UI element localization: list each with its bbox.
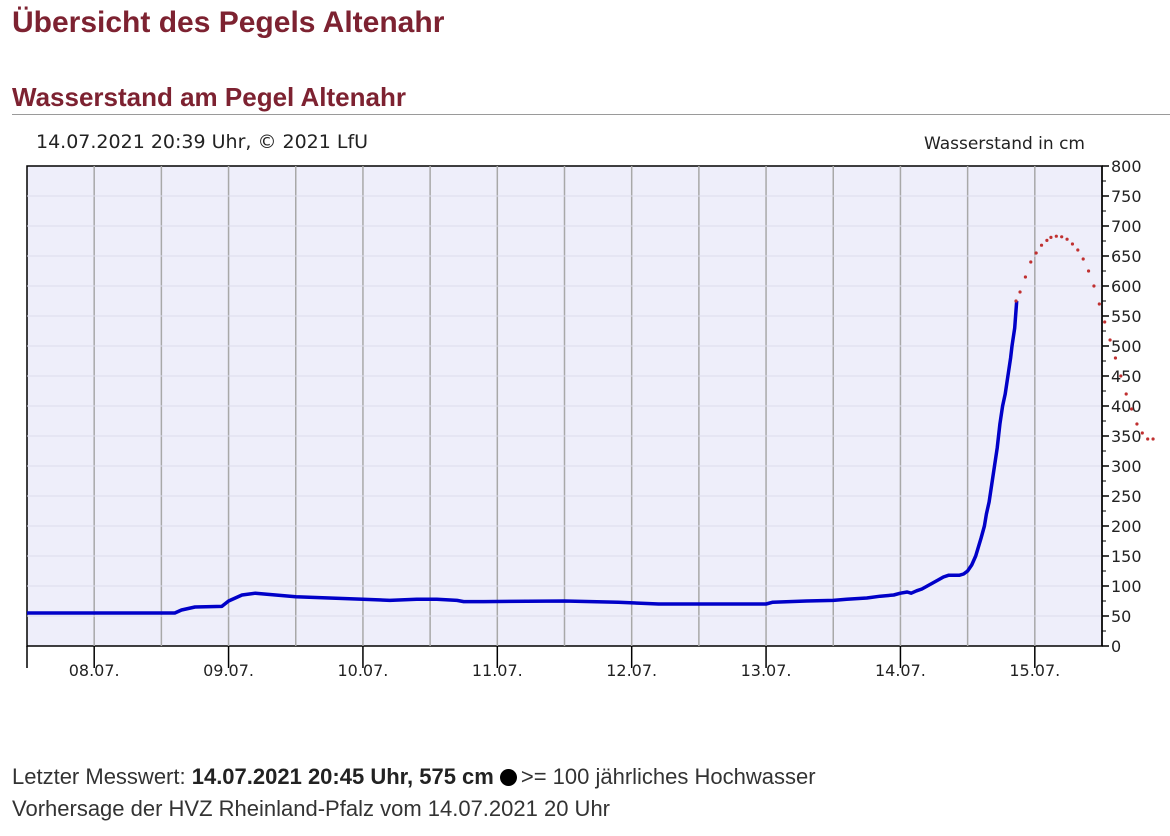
page-title-text: Übersicht des Pegels Altenahr: [12, 6, 445, 39]
forecast-point: [1124, 392, 1128, 396]
forecast-info: Vorhersage der HVZ Rheinland-Pfalz vom 1…: [12, 796, 611, 821]
y-tick-label: 750: [1111, 187, 1142, 206]
y-tick-label: 400: [1111, 397, 1142, 416]
y-tick-label: 500: [1111, 337, 1142, 356]
forecast-point: [1045, 238, 1049, 242]
section-divider: [12, 114, 1170, 115]
x-tick-label: 14.07.: [875, 661, 926, 676]
y-tick-label: 600: [1111, 277, 1142, 296]
y-grid: [27, 195, 1102, 617]
x-tick-label: 09.07.: [203, 661, 254, 676]
forecast-point: [1119, 374, 1123, 378]
y-tick-label: 700: [1111, 217, 1142, 236]
forecast-point: [1135, 422, 1139, 426]
forecast-point: [1076, 248, 1080, 252]
y-ticks: 0 50 100 150 200 250 300 350 400 450 500 550 600 650 7…: [1102, 157, 1142, 656]
forecast-point: [1029, 260, 1033, 264]
y-tick-label: 550: [1111, 307, 1142, 326]
y-tick-label: 650: [1111, 247, 1142, 266]
flood-level-text: >= 100 jährliches Hochwasser: [520, 764, 816, 789]
x-tick-label: 11.07.: [472, 661, 523, 676]
section-title: Wasserstand am Pegel Altenahr: [12, 82, 406, 112]
x-tick-label: 13.07.: [741, 661, 792, 676]
forecast-point: [1092, 284, 1096, 288]
y-tick-label: 300: [1111, 457, 1142, 476]
measured-water-level-line: [27, 300, 1019, 615]
forecast-point: [1014, 299, 1018, 303]
forecast-point: [1034, 251, 1038, 255]
y-tick-label: 450: [1111, 367, 1142, 386]
water-level-chart: 14.07.2021 20:39 Uhr, © 2021 LfU Wassers…: [0, 116, 1170, 676]
last-measurement-value: 14.07.2021 20:45 Uhr, 575 cm: [191, 764, 494, 789]
last-measurement: Letzter Messwert: 14.07.2021 20:45 Uhr, …: [12, 764, 816, 790]
forecast-point: [1081, 257, 1085, 261]
forecast-point: [1151, 437, 1155, 441]
forecast-point: [1097, 302, 1101, 306]
forecast-point: [1049, 235, 1053, 239]
y-tick-label: 50: [1111, 607, 1131, 626]
flood-level-dot-icon: [499, 769, 517, 786]
x-tick-label: 10.07.: [337, 661, 388, 676]
x-ticks: 08.07. 09.07. 10.07. 11.07. 12.07. 13.07. 14.0…: [26, 646, 1060, 676]
y-tick-label: 100: [1111, 577, 1142, 596]
forecast-point: [1086, 269, 1091, 273]
forecast-point: [1065, 237, 1069, 241]
forecast-point: [1103, 320, 1107, 324]
forecast-point: [1070, 242, 1075, 246]
y-tick-label: 200: [1111, 517, 1142, 536]
forecast-point: [1140, 431, 1144, 435]
forecast-point: [1054, 234, 1058, 238]
forecast-point: [1039, 243, 1044, 247]
y-tick-label: 350: [1111, 427, 1142, 446]
forecast-point: [1060, 235, 1064, 239]
forecast-point: [1023, 275, 1028, 279]
y-tick-label: 250: [1111, 487, 1142, 506]
forecast-point: [1018, 290, 1022, 294]
series-group: [27, 234, 1155, 615]
forecast-point: [1129, 407, 1134, 411]
last-measurement-label: Letzter Messwert:: [12, 764, 192, 789]
x-tick-label: 12.07.: [606, 661, 657, 676]
y-tick-label: 800: [1111, 157, 1142, 176]
forecast-point: [1108, 338, 1112, 342]
x-tick-label: 08.07.: [69, 661, 120, 676]
x-tick-label: 15.07.: [1009, 661, 1060, 676]
forecast-point: [1146, 437, 1150, 441]
y-axis-label: Wasserstand in cm: [924, 134, 1085, 154]
y-tick-label: 0: [1111, 637, 1121, 656]
forecast-point: [1113, 356, 1118, 360]
chart-title: 14.07.2021 20:39 Uhr, © 2021 LfU: [36, 131, 368, 153]
y-tick-label: 150: [1111, 547, 1142, 566]
